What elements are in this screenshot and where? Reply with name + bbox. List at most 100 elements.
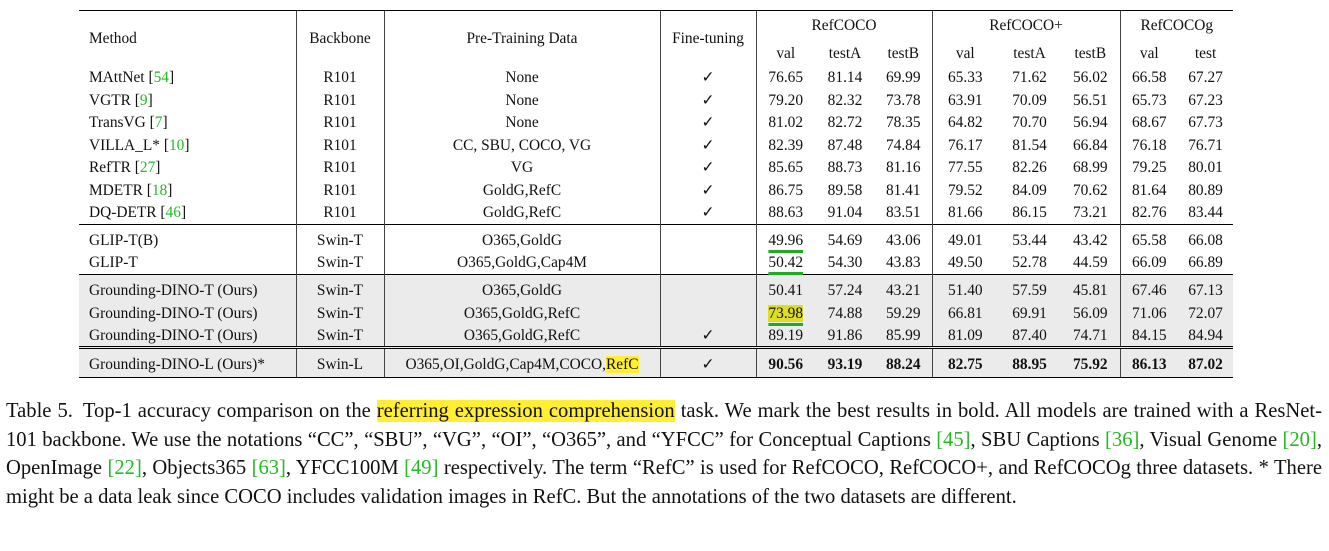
score-cell: 71.06 bbox=[1119, 302, 1179, 325]
citation-link[interactable]: 27 bbox=[139, 159, 156, 177]
backbone-cell: R101 bbox=[295, 89, 384, 112]
score-cell: 66.89 bbox=[1178, 252, 1233, 275]
score-cell: 43.21 bbox=[875, 274, 933, 303]
score-cell: 68.99 bbox=[1061, 157, 1120, 180]
score-value: 45.81 bbox=[1072, 282, 1108, 300]
score-cell: 76.17 bbox=[931, 134, 999, 157]
citation-link[interactable]: 7 bbox=[154, 114, 163, 132]
pretraining-text: None bbox=[505, 114, 539, 132]
backbone-cell: R101 bbox=[295, 179, 384, 202]
header-refcocoplus: RefCOCO+ bbox=[931, 10, 1121, 41]
score-value: 82.72 bbox=[827, 114, 863, 132]
table-row: VILLA_L* [10] R101 CC, SBU, COCO, VG ✓ 82.39… bbox=[79, 134, 1233, 157]
score-cell: 87.48 bbox=[815, 134, 875, 157]
score-cell: 54.69 bbox=[815, 223, 875, 252]
method-name: Grounding-DINO-T (Ours) bbox=[89, 282, 258, 300]
score-cell: 84.09 bbox=[998, 179, 1061, 202]
score-cell: 85.65 bbox=[755, 156, 815, 179]
score-value: 56.51 bbox=[1072, 91, 1108, 109]
finetuning-cell bbox=[659, 302, 756, 325]
score-cell: 53.44 bbox=[998, 223, 1062, 252]
score-cell: 81.14 bbox=[815, 67, 875, 90]
score-value: 56.09 bbox=[1072, 305, 1108, 323]
method-name: Grounding-DINO-L (Ours)* bbox=[89, 356, 265, 374]
method-name: GLIP-T bbox=[89, 254, 138, 272]
table-row: MAttNet [54] R101 None ✓ 76.65 81.14 69.99 65.3… bbox=[79, 66, 1233, 90]
score-cell: 84.94 bbox=[1178, 325, 1234, 348]
caption-text: , SBU Captions bbox=[970, 428, 1106, 451]
citation-link[interactable]: [20] bbox=[1282, 428, 1317, 451]
score-cell: 49.96 bbox=[755, 223, 815, 252]
score-cell: 76.71 bbox=[1178, 134, 1233, 157]
score-value: 53.44 bbox=[1012, 231, 1047, 249]
method-name: DQ-DETR bbox=[89, 203, 157, 221]
score-cell: 79.20 bbox=[755, 89, 815, 112]
score-cell: 82.26 bbox=[998, 157, 1061, 180]
finetuning-cell bbox=[659, 274, 756, 303]
score-cell: 67.73 bbox=[1178, 112, 1233, 135]
pretraining-cell: None bbox=[383, 89, 660, 112]
caption-text: , OpenImage bbox=[6, 428, 1322, 480]
score-value: 81.66 bbox=[947, 203, 983, 221]
score-value: 78.35 bbox=[885, 114, 921, 132]
score-value: 81.41 bbox=[885, 181, 921, 199]
score-cell: 88.63 bbox=[755, 201, 815, 224]
score-cell: 73.98 bbox=[755, 302, 815, 325]
score-cell: 56.94 bbox=[1061, 112, 1120, 135]
pretraining-cell: VG bbox=[383, 156, 660, 179]
checkmark-icon: ✓ bbox=[701, 136, 715, 154]
citation-link[interactable]: 18 bbox=[151, 181, 168, 199]
score-value: 85.65 bbox=[768, 159, 804, 177]
score-cell: 66.81 bbox=[931, 302, 999, 325]
checkmark-icon: ✓ bbox=[701, 91, 715, 109]
score-value: 93.19 bbox=[827, 356, 863, 374]
backbone-cell: R101 bbox=[295, 66, 384, 89]
results-table: Method Backbone Pre-Training Data Fine-t… bbox=[79, 10, 1234, 378]
score-cell: 93.19 bbox=[815, 346, 875, 378]
score-cell: 63.91 bbox=[931, 89, 999, 112]
table-row: Grounding-DINO-L (Ours)* Swin-L O365,OI,Go… bbox=[79, 346, 1234, 378]
citation-link[interactable]: [49] bbox=[404, 457, 439, 480]
header-split: test bbox=[1194, 44, 1217, 62]
citation-link[interactable]: 54 bbox=[153, 69, 169, 87]
score-cell: 43.06 bbox=[875, 223, 933, 252]
score-cell: 74.71 bbox=[1061, 325, 1121, 348]
finetuning-cell: ✓ bbox=[659, 179, 756, 202]
score-value: 84.94 bbox=[1188, 326, 1223, 344]
bracket: ] bbox=[180, 203, 187, 221]
score-cell: 86.13 bbox=[1119, 346, 1179, 378]
citation-link[interactable]: [36] bbox=[1105, 428, 1140, 451]
score-value: 75.92 bbox=[1072, 356, 1108, 374]
score-cell: 81.64 bbox=[1119, 179, 1179, 202]
table-caption: Table 5. Top-1 accuracy comparison on the… bbox=[6, 397, 1322, 511]
score-cell: 56.51 bbox=[1061, 89, 1120, 112]
score-value: 83.51 bbox=[885, 203, 921, 221]
score-cell: 59.29 bbox=[875, 302, 933, 325]
score-cell: 85.99 bbox=[875, 325, 933, 348]
citation-link[interactable]: 9 bbox=[139, 91, 148, 109]
score-value: 57.59 bbox=[1012, 282, 1047, 300]
citation-link[interactable]: [45] bbox=[936, 428, 971, 451]
score-cell: 69.91 bbox=[998, 302, 1062, 325]
score-cell: 81.54 bbox=[998, 134, 1061, 157]
caption-text: respectively. The term “RefC” is used fo… bbox=[6, 457, 1322, 508]
finetuning-cell: ✓ bbox=[659, 134, 756, 157]
citation-link[interactable]: 46 bbox=[165, 203, 181, 221]
bracket: [ bbox=[163, 136, 169, 154]
method-cell: GLIP-T(B) bbox=[79, 223, 296, 252]
finetuning-cell: ✓ bbox=[659, 346, 756, 378]
score-cell: 78.35 bbox=[875, 112, 932, 135]
score-cell: 67.13 bbox=[1178, 274, 1234, 303]
citation-link[interactable]: 10 bbox=[168, 136, 185, 154]
backbone-cell: Swin-T bbox=[295, 325, 384, 348]
score-cell: 66.84 bbox=[1061, 134, 1120, 157]
citation-link[interactable]: [22] bbox=[107, 457, 142, 480]
score-cell: 82.32 bbox=[815, 89, 875, 112]
table-row: GLIP-T Swin-T O365,GoldG,Cap4M 50.42 54.30 43… bbox=[79, 252, 1233, 275]
bracket: [ bbox=[160, 203, 166, 221]
bracket: [ bbox=[149, 114, 155, 132]
score-cell: 82.75 bbox=[931, 346, 999, 378]
score-cell: 49.01 bbox=[931, 223, 999, 252]
citation-link[interactable]: [63] bbox=[251, 457, 286, 480]
table-row: RefTR [27] R101 VG ✓ 85.65 88.73 81.16 77.55 82.… bbox=[79, 156, 1233, 180]
